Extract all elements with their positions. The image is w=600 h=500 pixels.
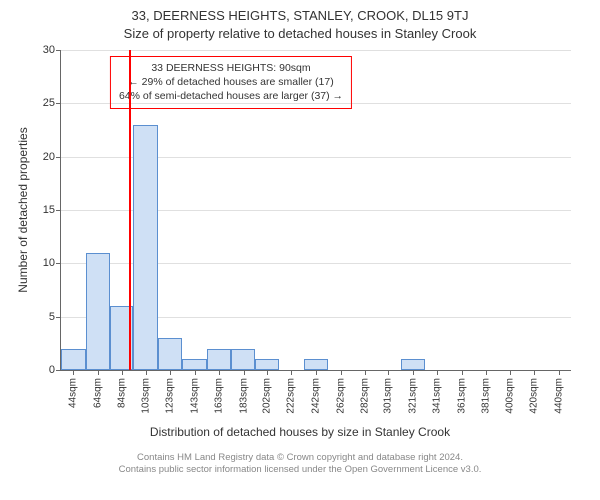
xtick-label: 202sqm (261, 378, 272, 414)
chart-container: 33, DEERNESS HEIGHTS, STANLEY, CROOK, DL… (0, 0, 600, 500)
xtick-mark (122, 370, 123, 375)
gridline (61, 103, 571, 104)
xtick-label: 103sqm (140, 378, 151, 414)
ytick-label: 30 (43, 44, 55, 56)
annotation-line-3: 64% of semi-detached houses are larger (… (119, 89, 343, 103)
annotation-line-2: ← 29% of detached houses are smaller (17… (119, 75, 343, 89)
xtick-mark (170, 370, 171, 375)
ytick-label: 5 (49, 311, 55, 323)
histogram-bar (401, 359, 426, 370)
xtick-label: 361sqm (456, 378, 467, 414)
ytick-mark (56, 210, 61, 211)
histogram-bar (61, 349, 86, 370)
x-axis-label: Distribution of detached houses by size … (0, 425, 600, 439)
xtick-mark (559, 370, 560, 375)
annotation-line-1: 33 DEERNESS HEIGHTS: 90sqm (119, 61, 343, 75)
xtick-mark (291, 370, 292, 375)
footer-attribution: Contains HM Land Registry data © Crown c… (0, 452, 600, 477)
annotation-box: 33 DEERNESS HEIGHTS: 90sqm ← 29% of deta… (110, 56, 352, 109)
ytick-mark (56, 157, 61, 158)
histogram-bar (86, 253, 111, 370)
ytick-mark (56, 370, 61, 371)
ytick-label: 15 (43, 204, 55, 216)
xtick-mark (316, 370, 317, 375)
xtick-mark (388, 370, 389, 375)
xtick-label: 123sqm (165, 378, 176, 414)
footer-line-1: Contains HM Land Registry data © Crown c… (0, 452, 600, 464)
chart-title-sub: Size of property relative to detached ho… (0, 26, 600, 41)
xtick-label: 183sqm (238, 378, 249, 414)
ytick-mark (56, 103, 61, 104)
xtick-label: 381sqm (481, 378, 492, 414)
xtick-mark (534, 370, 535, 375)
histogram-bar (207, 349, 232, 370)
reference-line (129, 50, 131, 370)
ytick-label: 10 (43, 257, 55, 269)
xtick-label: 420sqm (529, 378, 540, 414)
xtick-mark (73, 370, 74, 375)
xtick-label: 301sqm (383, 378, 394, 414)
gridline (61, 50, 571, 51)
xtick-label: 222sqm (286, 378, 297, 414)
xtick-label: 242sqm (311, 378, 322, 414)
footer-line-2: Contains public sector information licen… (0, 464, 600, 476)
xtick-label: 84sqm (117, 378, 128, 408)
xtick-mark (267, 370, 268, 375)
xtick-label: 321sqm (407, 378, 418, 414)
xtick-label: 400sqm (504, 378, 515, 414)
xtick-mark (98, 370, 99, 375)
ytick-mark (56, 263, 61, 264)
chart-title-main: 33, DEERNESS HEIGHTS, STANLEY, CROOK, DL… (0, 8, 600, 23)
xtick-label: 64sqm (92, 378, 103, 408)
xtick-label: 262sqm (335, 378, 346, 414)
histogram-bar (231, 349, 254, 370)
histogram-bar (158, 338, 183, 370)
ytick-mark (56, 50, 61, 51)
xtick-label: 282sqm (360, 378, 371, 414)
xtick-mark (244, 370, 245, 375)
xtick-label: 143sqm (189, 378, 200, 414)
histogram-bar (304, 359, 329, 370)
histogram-bar (133, 125, 158, 370)
xtick-mark (219, 370, 220, 375)
plot-area: 33 DEERNESS HEIGHTS: 90sqm ← 29% of deta… (60, 50, 571, 371)
xtick-label: 341sqm (432, 378, 443, 414)
xtick-mark (413, 370, 414, 375)
ytick-label: 20 (43, 151, 55, 163)
xtick-mark (462, 370, 463, 375)
y-axis-label: Number of detached properties (16, 127, 30, 292)
histogram-bar (255, 359, 280, 370)
xtick-mark (195, 370, 196, 375)
xtick-label: 163sqm (214, 378, 225, 414)
xtick-mark (146, 370, 147, 375)
xtick-mark (341, 370, 342, 375)
xtick-mark (437, 370, 438, 375)
ytick-mark (56, 317, 61, 318)
ytick-label: 0 (49, 364, 55, 376)
xtick-mark (510, 370, 511, 375)
xtick-label: 44sqm (68, 378, 79, 408)
ytick-label: 25 (43, 97, 55, 109)
xtick-mark (365, 370, 366, 375)
xtick-mark (486, 370, 487, 375)
histogram-bar (182, 359, 207, 370)
xtick-label: 440sqm (553, 378, 564, 414)
